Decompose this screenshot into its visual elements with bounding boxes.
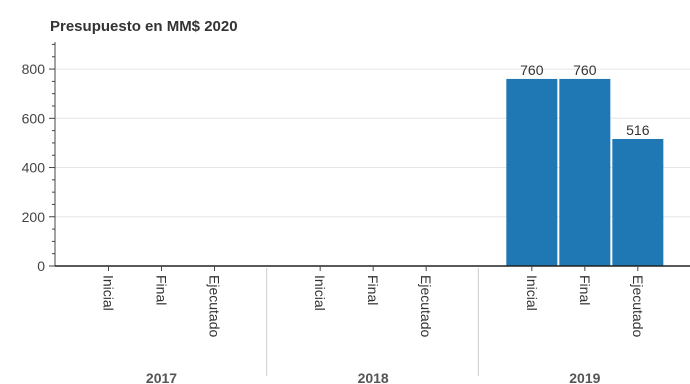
data-label: 760 <box>573 62 597 78</box>
group-label: 2017 <box>146 370 177 384</box>
y-tick-label: 400 <box>22 160 46 176</box>
group-label: 2018 <box>358 370 389 384</box>
category-label: Final <box>154 275 170 305</box>
bar <box>559 78 611 266</box>
category-label: Final <box>577 275 593 305</box>
group-label: 2019 <box>569 370 600 384</box>
category-label: Inicial <box>312 275 328 311</box>
data-label: 516 <box>626 122 650 138</box>
bar <box>506 78 558 266</box>
category-label: Ejecutado <box>630 275 646 337</box>
y-tick-label: 0 <box>37 258 45 274</box>
y-tick-label: 200 <box>22 209 46 225</box>
bars <box>506 78 664 266</box>
category-label: Ejecutado <box>418 275 434 337</box>
labels: Inicial Final Ejecutado 2017 Inicial Final Eje… <box>101 62 650 384</box>
y-tick-label: 600 <box>22 110 46 126</box>
bar <box>612 138 664 266</box>
chart-title: Presupuesto en MM$ 2020 <box>50 18 238 35</box>
category-label: Ejecutado <box>207 275 223 337</box>
y-tick-label: 800 <box>22 61 46 77</box>
category-label: Final <box>365 275 381 305</box>
category-label: Inicial <box>524 275 540 311</box>
axes: 0 200 400 600 800 <box>22 42 690 376</box>
data-label: 760 <box>520 62 544 78</box>
category-label: Inicial <box>101 275 117 311</box>
